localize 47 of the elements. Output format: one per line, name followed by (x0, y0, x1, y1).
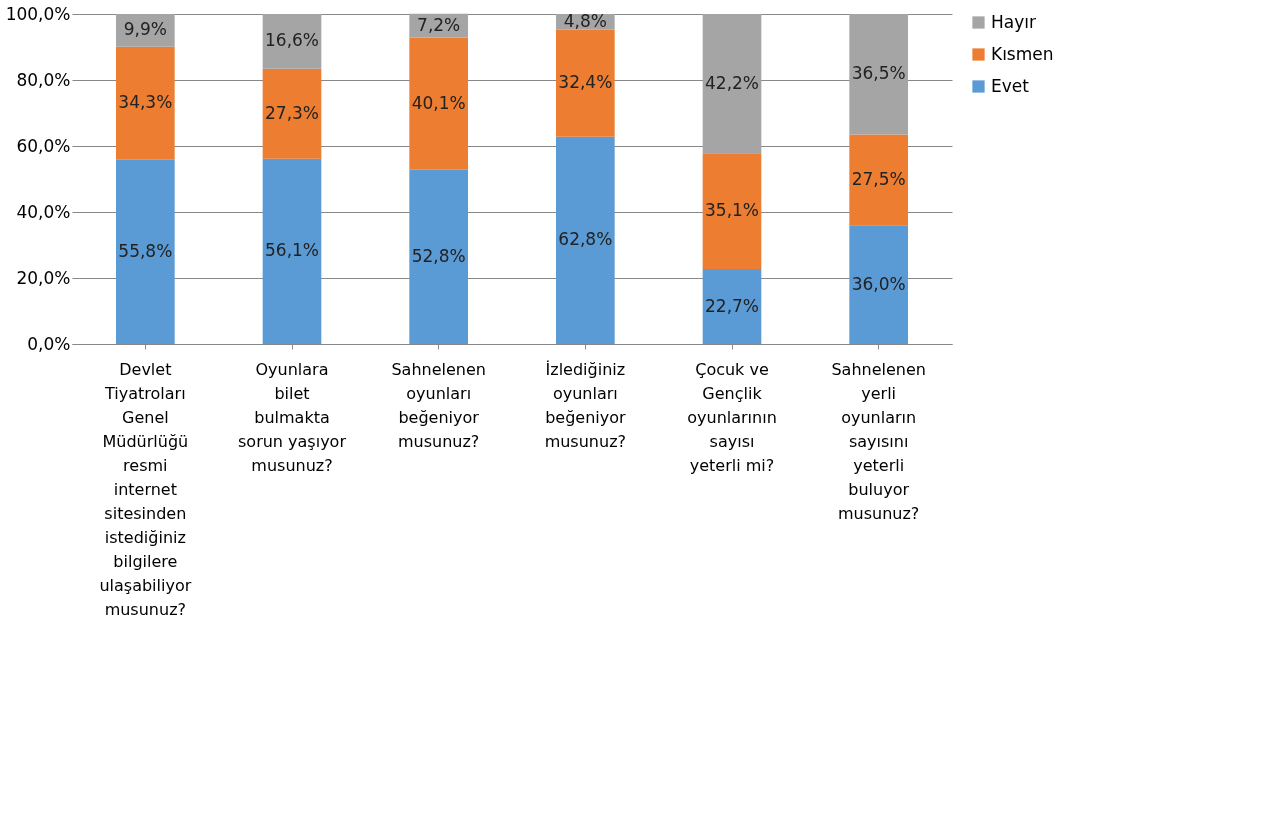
data-label: 40,1% (411, 92, 466, 113)
x-tick-label: İzlediğiniz oyunları beğeniyor musunuz? (544, 359, 627, 451)
data-label: 36,0% (851, 273, 906, 294)
bar (556, 29, 615, 137)
data-label: 4,8% (563, 10, 607, 31)
y-tick-label: 60,0% (16, 135, 71, 156)
bar (262, 68, 322, 159)
bar (262, 158, 322, 344)
data-label: 42,2% (704, 72, 760, 93)
data-label: 52,8% (411, 245, 466, 266)
bar (409, 37, 468, 170)
bar (409, 169, 468, 344)
y-tick-label: 0,0% (27, 333, 71, 354)
x-tick-label: Sahnelenen oyunları beğeniyor musunuz? (391, 359, 486, 451)
bar (116, 159, 175, 344)
data-label: 55,8% (118, 240, 173, 261)
x-tick-label: Çocuk ve Gençlik oyunlarının sayısı yeterli mi? (687, 359, 777, 475)
x-tick-label: Oyunlara bilet bulmakta sorun yaşıyor musunuz? (238, 359, 347, 475)
bar (849, 14, 908, 135)
legend-label: Kısmen (991, 43, 1054, 64)
data-label: 32,4% (558, 72, 613, 93)
data-label: 22,7% (704, 295, 760, 316)
data-label: 36,5% (851, 63, 906, 84)
bar (116, 46, 175, 160)
legend-label: Hayır (991, 11, 1036, 32)
data-label: 34,3% (118, 92, 173, 113)
data-label: 16,6% (264, 30, 320, 51)
data-label: 27,5% (851, 168, 906, 189)
bar (702, 153, 762, 270)
data-label: 7,2% (417, 14, 461, 35)
y-tick-label: 100,0% (5, 3, 71, 24)
bar (702, 14, 762, 154)
data-label: 62,8% (558, 229, 613, 250)
legend-label: Evet (991, 75, 1030, 96)
y-tick-label: 20,0% (16, 267, 71, 288)
category-label: Devlet Tiyatroları Genel Müdürlüğü resmi internet sitesinden istediğiniz bilgilere ulaşabiliyor musunuz? (99, 359, 192, 619)
bar (556, 136, 615, 344)
y-tick-label: 80,0% (16, 69, 71, 90)
x-tick-label: Sahnelenen yerli oyunların sayısını yeterli buluyor musunuz? (831, 359, 926, 523)
data-label: 56,1% (264, 240, 320, 261)
bar (849, 225, 908, 344)
bar (702, 269, 762, 344)
data-label: 35,1% (704, 200, 760, 221)
y-tick-label: 40,0% (16, 201, 71, 222)
bar (849, 134, 908, 226)
data-label: 27,3% (264, 102, 320, 123)
data-label: 9,9% (123, 19, 167, 40)
